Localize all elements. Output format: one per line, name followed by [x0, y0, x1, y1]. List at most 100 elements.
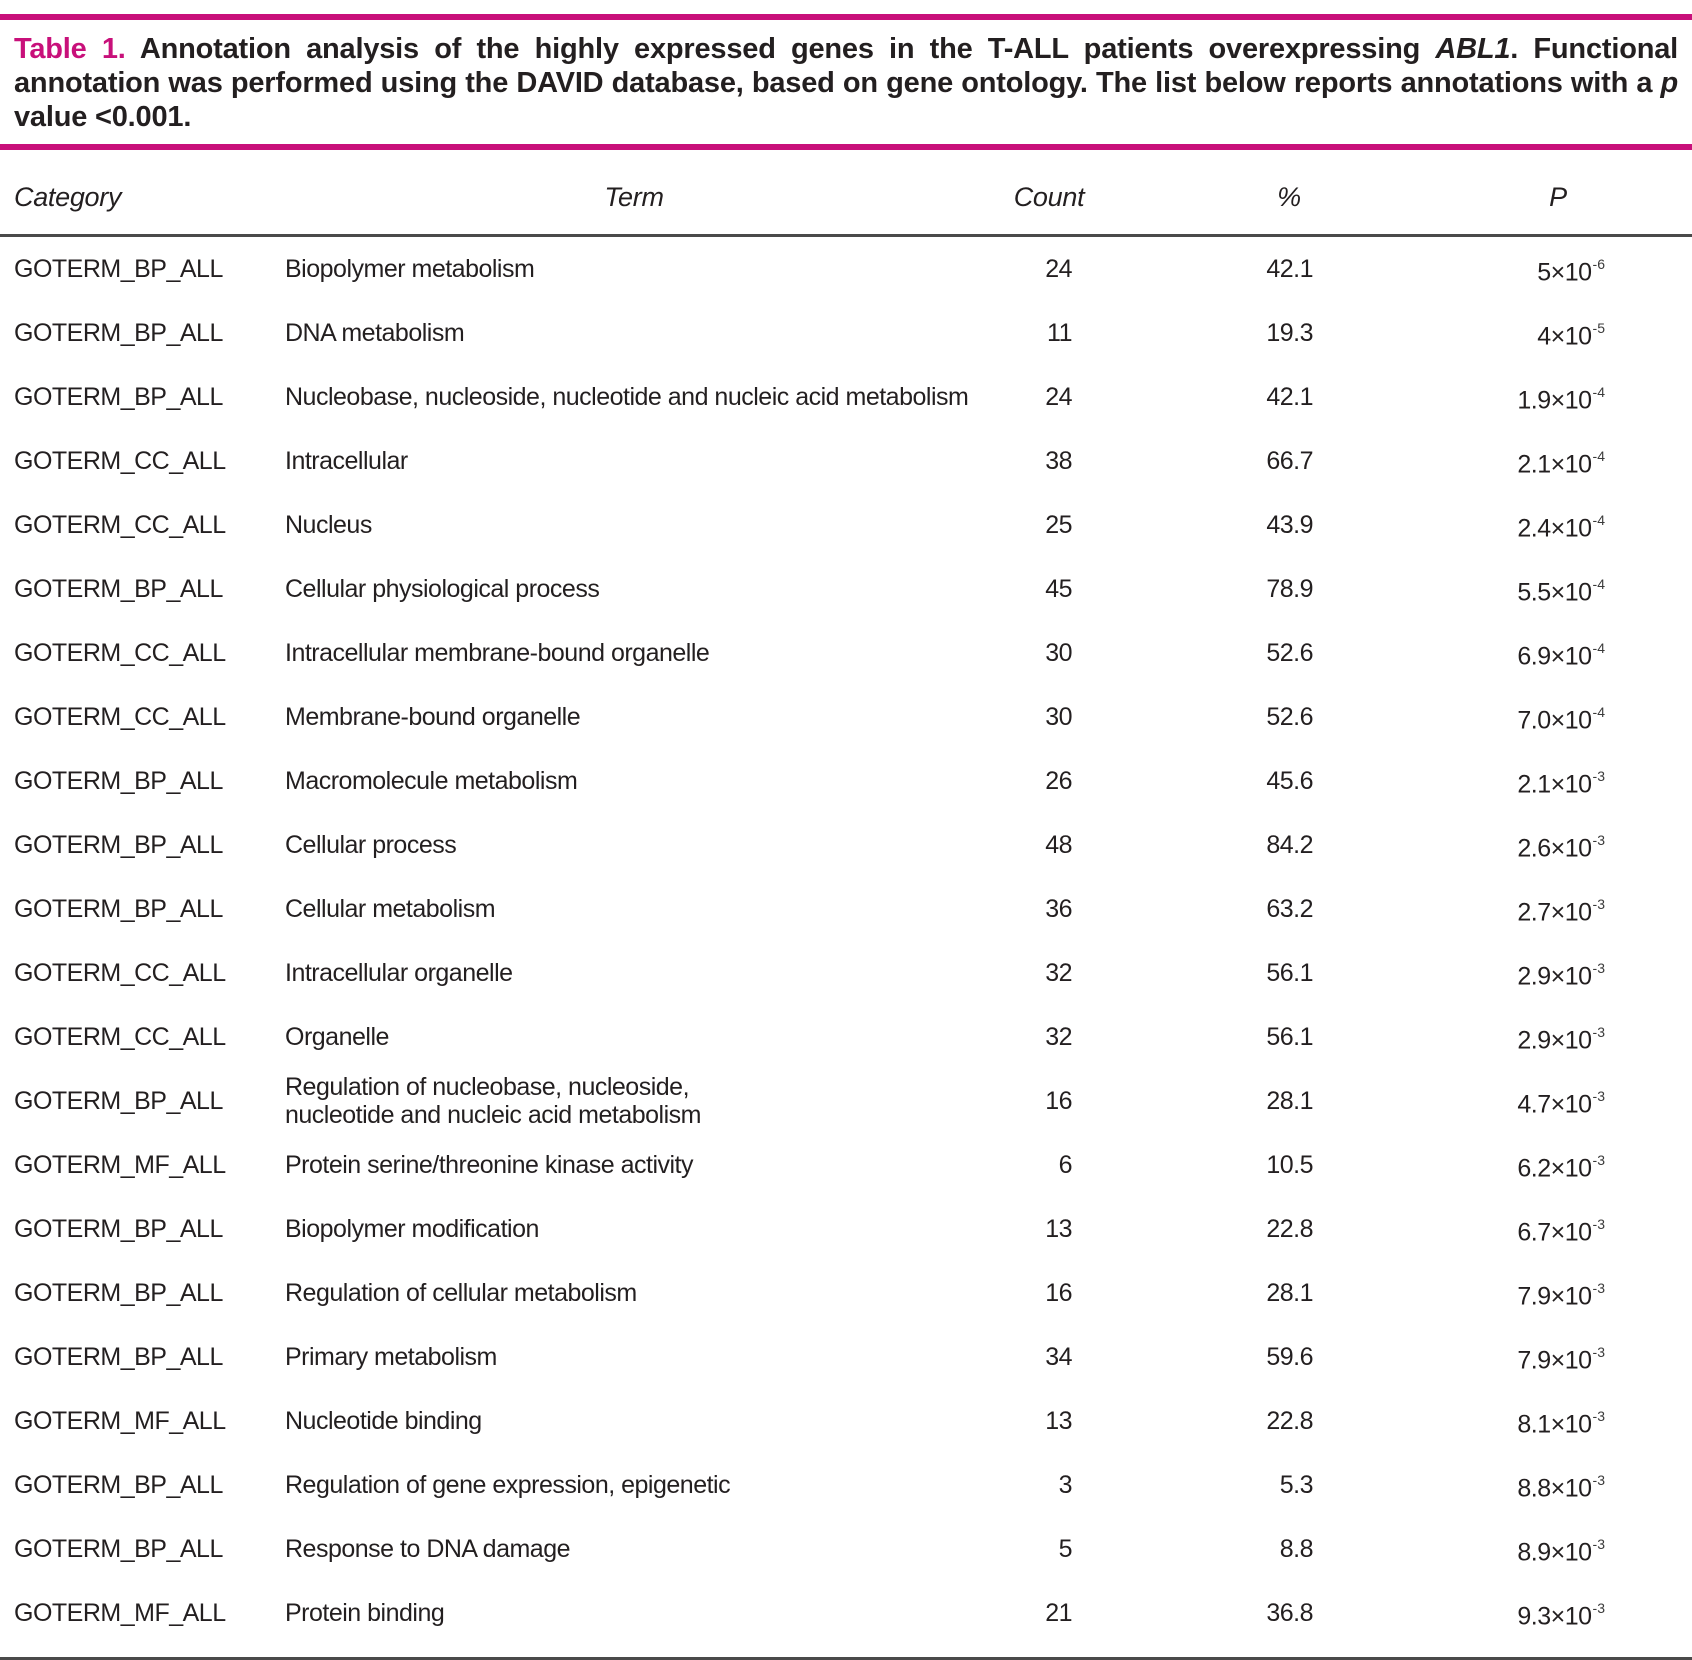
p-value-exponent: -3 [1592, 1343, 1605, 1360]
count-cell: 3 [1058, 1471, 1073, 1499]
p-value-exponent: -6 [1592, 255, 1605, 272]
count-cell: 45 [1045, 575, 1072, 603]
top-divider [0, 14, 1692, 20]
count-cell: 16 [1045, 1087, 1072, 1115]
p-value-exponent: -4 [1592, 575, 1605, 592]
p-value-exponent: -4 [1592, 511, 1605, 528]
percent-cell: 45.6 [1266, 767, 1313, 795]
table-row: GOTERM_BP_ALL Cellular metabolism 36 63.2 2.… [0, 877, 1692, 941]
percent-cell: 28.1 [1266, 1279, 1313, 1307]
category-cell: GOTERM_CC_ALL [14, 959, 226, 987]
count-cell: 36 [1045, 895, 1072, 923]
category-cell: GOTERM_CC_ALL [14, 447, 226, 475]
p-value-cell: 6.2×10-3 [1404, 1133, 1692, 1197]
p-value-cell: 8.8×10-3 [1404, 1453, 1692, 1517]
p-value-cell: 4.7×10-3 [1404, 1069, 1692, 1133]
table-caption-text-3: value <0.001. [14, 101, 192, 133]
percent-cell: 78.9 [1266, 575, 1313, 603]
term-cell: DNA metabolism [285, 319, 465, 347]
count-cell: 5 [1058, 1535, 1073, 1563]
percent-cell: 22.8 [1266, 1215, 1313, 1243]
category-cell: GOTERM_BP_ALL [14, 383, 223, 411]
p-value-cell: 5×10-6 [1404, 236, 1692, 302]
count-cell: 30 [1045, 639, 1072, 667]
percent-cell: 56.1 [1266, 1023, 1313, 1051]
count-cell: 11 [1047, 319, 1072, 347]
term-cell: Intracellular organelle [285, 959, 513, 987]
p-value-base: 2.9×10 [1517, 962, 1592, 991]
p-value-exponent: -3 [1592, 1407, 1605, 1424]
p-value-exponent: -3 [1592, 831, 1605, 848]
table-header: Category Term Count % P [0, 150, 1692, 237]
p-value-base: 2.1×10 [1517, 770, 1592, 799]
p-value-exponent: -3 [1592, 1471, 1605, 1488]
term-cell: Protein serine/threonine kinase activity [285, 1151, 694, 1179]
percent-cell: 42.1 [1266, 383, 1313, 411]
p-value-base: 5.5×10 [1517, 578, 1592, 607]
category-cell: GOTERM_BP_ALL [14, 319, 223, 347]
term-cell: Primary metabolism [285, 1343, 497, 1371]
p-value-base: 6.7×10 [1517, 1218, 1592, 1247]
term-cell: Regulation of gene expression, epigeneti… [285, 1471, 731, 1499]
term-cell: Macromolecule metabolism [285, 767, 578, 795]
term-cell: Regulation of nucleobase, nucleoside, nu… [285, 1073, 701, 1129]
percent-cell: 5.3 [1279, 1471, 1314, 1499]
category-cell: GOTERM_CC_ALL [14, 1023, 226, 1051]
p-value-cell: 7.9×10-3 [1404, 1261, 1692, 1325]
table-caption-text-2: . Functional annotation was performed us… [14, 33, 1679, 99]
p-value-base: 2.1×10 [1517, 450, 1592, 479]
p-value-base: 6.9×10 [1517, 642, 1592, 671]
table-row: GOTERM_CC_ALL Membrane-bound organelle 30 5… [0, 685, 1692, 749]
table-row: GOTERM_MF_ALL Protein serine/threonine ki… [0, 1133, 1692, 1197]
count-cell: 13 [1045, 1407, 1072, 1435]
category-cell: GOTERM_BP_ALL [14, 1087, 223, 1115]
count-cell: 24 [1045, 255, 1072, 283]
p-value-cell: 2.1×10-3 [1404, 749, 1692, 813]
table-row: GOTERM_BP_ALL Cellular physiological proc… [0, 557, 1692, 621]
term-cell: Protein binding [285, 1599, 445, 1627]
p-value-base: 7.9×10 [1517, 1282, 1592, 1311]
category-cell: GOTERM_BP_ALL [14, 1215, 223, 1243]
p-value-base: 4.7×10 [1517, 1090, 1592, 1119]
table-row: GOTERM_BP_ALL Regulation of nucleobase, n… [0, 1069, 1692, 1133]
p-value-exponent: -4 [1592, 383, 1605, 400]
p-value-cell: 7.9×10-3 [1404, 1325, 1692, 1389]
category-cell: GOTERM_MF_ALL [14, 1599, 226, 1627]
count-cell: 34 [1045, 1343, 1072, 1371]
percent-cell: 84.2 [1266, 831, 1313, 859]
column-header-percent: % [1174, 150, 1404, 237]
p-value-base: 8.1×10 [1517, 1410, 1592, 1439]
p-value-cell: 2.1×10-4 [1404, 429, 1692, 493]
table-row: GOTERM_MF_ALL Nucleotide binding 13 22.8 8.1… [0, 1389, 1692, 1453]
table-row: GOTERM_BP_ALL Regulation of cellular meta… [0, 1261, 1692, 1325]
table-row: GOTERM_BP_ALL Response to DNA damage 5 8.8 8… [0, 1517, 1692, 1581]
category-cell: GOTERM_BP_ALL [14, 895, 223, 923]
p-value-cell: 2.9×10-3 [1404, 941, 1692, 1005]
percent-cell: 56.1 [1266, 959, 1313, 987]
table-row: GOTERM_CC_ALL Organelle 32 56.1 2.9×10-3 [0, 1005, 1692, 1069]
count-cell: 38 [1045, 447, 1072, 475]
percent-cell: 22.8 [1266, 1407, 1313, 1435]
percent-cell: 19.3 [1266, 319, 1313, 347]
table-row: GOTERM_BP_ALL Cellular process 48 84.2 2.6×1… [0, 813, 1692, 877]
table-row: GOTERM_BP_ALL Macromolecule metabolism 26 4… [0, 749, 1692, 813]
category-cell: GOTERM_BP_ALL [14, 1535, 223, 1563]
table-caption: Table 1. Annotation analysis of the high… [14, 32, 1678, 134]
count-cell: 6 [1058, 1151, 1073, 1179]
p-value-exponent: -4 [1592, 639, 1605, 656]
term-cell: Cellular process [285, 831, 457, 859]
category-cell: GOTERM_BP_ALL [14, 255, 223, 283]
table-row: GOTERM_BP_ALL Regulation of gene expressi… [0, 1453, 1692, 1517]
p-value-exponent: -5 [1592, 319, 1605, 336]
percent-cell: 63.2 [1266, 895, 1313, 923]
p-value-base: 7.9×10 [1517, 1346, 1592, 1375]
count-cell: 21 [1045, 1599, 1072, 1627]
p-value-exponent: -3 [1592, 1535, 1605, 1552]
p-value-base: 6.2×10 [1517, 1154, 1592, 1183]
table-row: GOTERM_CC_ALL Intracellular 38 66.7 2.1×10-4 [0, 429, 1692, 493]
p-value-exponent: -3 [1592, 1023, 1605, 1040]
column-header-category: Category [0, 150, 284, 237]
term-cell: Cellular physiological process [285, 575, 600, 603]
p-value-exponent: -3 [1592, 767, 1605, 784]
table-row: GOTERM_BP_ALL Biopolymer metabolism 24 42.1… [0, 236, 1692, 302]
